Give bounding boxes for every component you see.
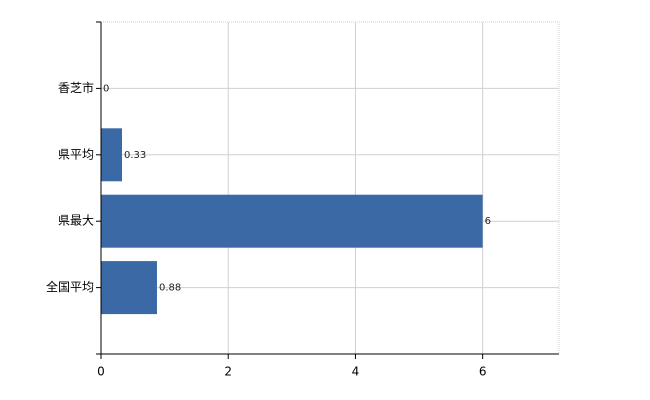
y-tick-label: 県最大: [58, 214, 94, 228]
bar: [101, 128, 122, 182]
x-tick-label: 2: [224, 365, 232, 379]
x-tick-label: 4: [352, 365, 360, 379]
value-label: 0: [103, 83, 109, 94]
y-tick-label: 県平均: [58, 147, 94, 161]
x-tick-label: 6: [479, 365, 487, 379]
bar: [101, 194, 483, 248]
x-tick-label: 0: [97, 365, 105, 379]
y-tick-label: 全国平均: [46, 279, 94, 294]
bar: [101, 261, 157, 315]
value-label: 0.33: [124, 150, 146, 161]
value-label: 0.88: [159, 283, 181, 294]
value-label: 6: [485, 216, 491, 227]
y-tick-label: 香芝市: [58, 80, 94, 95]
